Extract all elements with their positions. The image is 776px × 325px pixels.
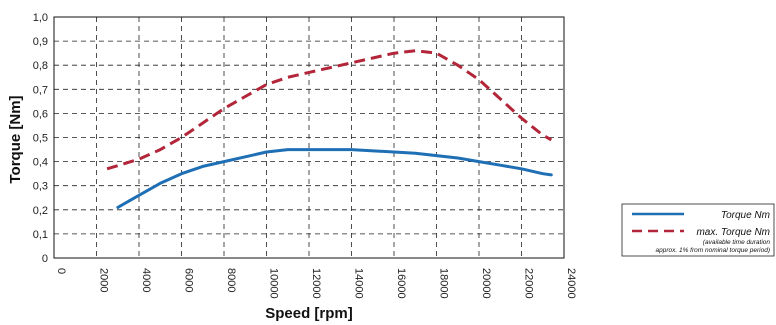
y-tick-label: 0,6 [33,108,48,120]
y-tick-label: 0,5 [33,133,48,145]
series-line-max-torque [106,49,553,171]
y-tick-label: 0 [42,253,48,265]
x-tick-label: 8000 [225,268,237,292]
x-tick-label: 16000 [395,268,407,299]
x-axis-title: Speed [rpm] [265,305,353,322]
x-tick-label: 10000 [268,268,280,299]
y-tick-label: 0,2 [33,205,48,217]
series-line-torque [116,148,553,209]
y-tick-label: 1,0 [33,12,48,24]
axes [53,16,565,259]
x-tick-label: 4000 [140,268,152,292]
legend-label-max-torque: max. Torque Nm [696,227,770,238]
y-tick-label: 0,9 [33,36,48,48]
tick-labels: 0 2000 4000 6000 8000 10000 12000 14000 16000 180… [33,12,577,299]
x-tick-label: 24000 [565,268,577,299]
y-tick-label: 0,3 [33,181,48,193]
x-tick-label: 2000 [98,268,110,292]
x-tick-label: 12000 [310,268,322,299]
legend-note-duration: (available time duration [703,239,771,246]
x-tick-label: 6000 [183,268,195,292]
grid [54,17,564,258]
x-tick-label: 22000 [523,268,535,299]
legend: Torque Nm max. Torque Nm (available time… [621,203,775,257]
legend-note-period: approx. 1% from nominal torque period) [655,247,770,254]
plot-frame [53,16,565,259]
y-tick-label: 0,1 [33,229,48,241]
x-tick-label: 20000 [480,268,492,299]
legend-label-torque: Torque Nm [721,210,770,221]
y-axis-title: Torque [Nm] [7,95,24,183]
x-tick-label: 14000 [353,268,365,299]
series-layer [106,49,553,209]
y-tick-label: 0,4 [33,157,48,169]
x-tick-label: 0 [55,268,67,274]
y-tick-label: 0,8 [33,60,48,72]
legend-box [621,203,775,257]
y-tick-label: 0,7 [33,84,48,96]
x-tick-label: 18000 [438,268,450,299]
